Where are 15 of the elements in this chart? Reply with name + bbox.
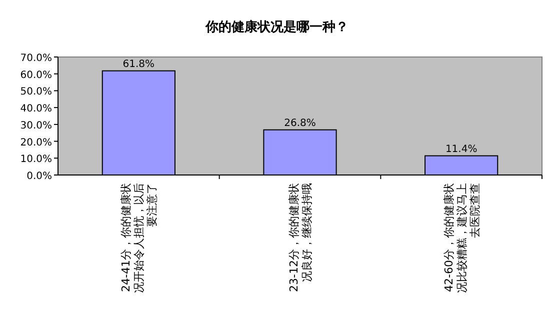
x-tick-label: 23-12分，你的健康状况良好，继续保持哦 [288, 183, 314, 292]
data-label: 11.4% [445, 144, 478, 155]
x-tick-label: 42-60分，你的健康状况比较糟糕，建议马上去医院查查 [442, 183, 482, 293]
y-tick-label: 0.0% [26, 171, 52, 182]
x-tick-label: 24-41分，你的健康状况开始令人担忧，以后要注意了 [120, 183, 159, 293]
data-label: 26.8% [284, 118, 316, 129]
y-tick-label: 50.0% [20, 86, 52, 98]
y-tick-label: 20.0% [20, 137, 52, 148]
y-tick-label: 60.0% [20, 70, 52, 81]
y-tick-label: 40.0% [20, 104, 52, 115]
y-tick-label: 70.0% [20, 53, 52, 64]
chart-title: 你的健康状况是哪一种？ [204, 19, 348, 35]
y-tick-label: 10.0% [20, 154, 52, 166]
data-label: 61.8% [122, 58, 155, 70]
y-tick-label: 30.0% [20, 120, 52, 132]
